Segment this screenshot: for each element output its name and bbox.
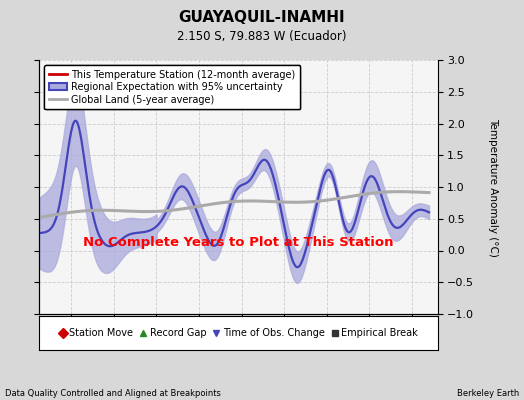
Legend: Station Move, Record Gap, Time of Obs. Change, Empirical Break: Station Move, Record Gap, Time of Obs. C… [56, 325, 421, 341]
Text: Data Quality Controlled and Aligned at Breakpoints: Data Quality Controlled and Aligned at B… [5, 389, 221, 398]
Text: GUAYAQUIL-INAMHI: GUAYAQUIL-INAMHI [179, 10, 345, 25]
Text: Berkeley Earth: Berkeley Earth [456, 389, 519, 398]
Text: 2.150 S, 79.883 W (Ecuador): 2.150 S, 79.883 W (Ecuador) [177, 30, 347, 43]
Text: No Complete Years to Plot at This Station: No Complete Years to Plot at This Statio… [83, 236, 394, 249]
Y-axis label: Temperature Anomaly (°C): Temperature Anomaly (°C) [488, 118, 498, 256]
Legend: This Temperature Station (12-month average), Regional Expectation with 95% uncer: This Temperature Station (12-month avera… [44, 65, 300, 110]
